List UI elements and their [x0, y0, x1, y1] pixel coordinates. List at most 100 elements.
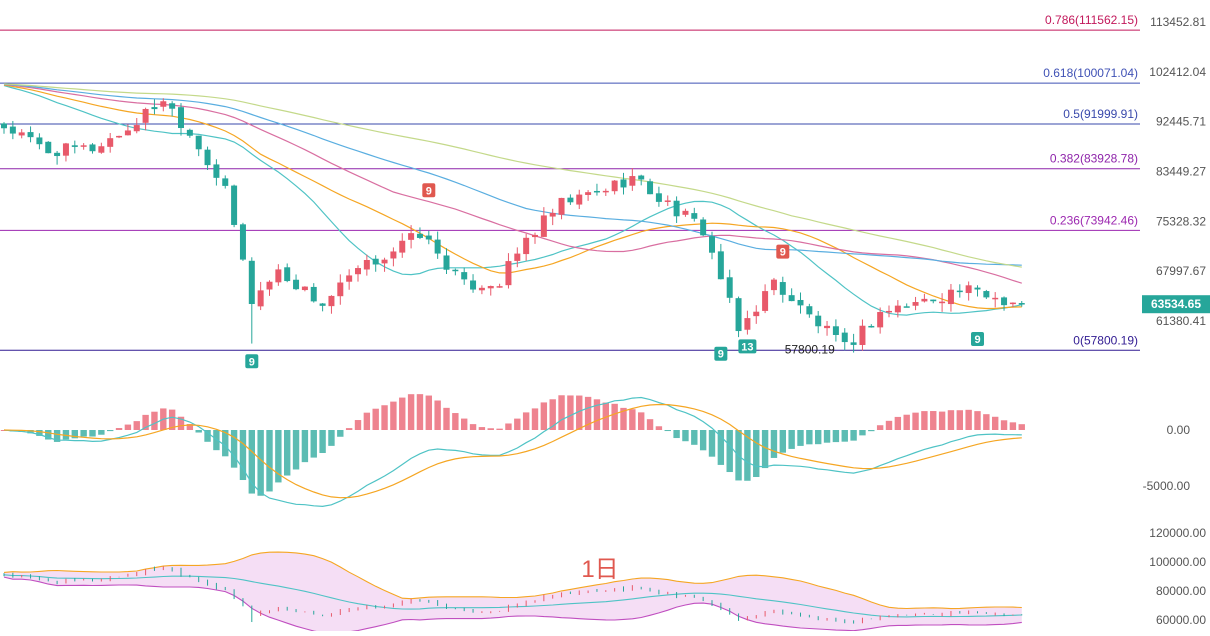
candle-body [434, 239, 441, 254]
macd-histogram-bar [629, 409, 636, 430]
candle-body [620, 179, 627, 188]
macd-histogram-bar [611, 403, 618, 430]
td-marker-label: 9 [718, 349, 724, 361]
macd-histogram-bar [1018, 424, 1025, 430]
candle-body [443, 255, 450, 270]
macd-histogram-bar [708, 430, 716, 457]
macd-histogram-bar [505, 423, 512, 430]
candle-body [186, 129, 193, 136]
candle-body [133, 125, 140, 132]
bollinger-band-fill [4, 552, 1022, 634]
candle-body [824, 325, 831, 329]
macd-histogram-bar [133, 421, 140, 430]
macd-histogram-bar [177, 416, 185, 430]
candle-body [275, 269, 282, 283]
candle-body [903, 306, 910, 308]
macd-histogram-bar [53, 430, 61, 442]
macd-histogram-bar [1009, 422, 1017, 430]
candle-body [204, 149, 211, 166]
macd-histogram-bar [257, 430, 264, 496]
macd-histogram-bar [239, 430, 247, 481]
candle-body [682, 210, 689, 215]
macd-panel: 0.00 -5000.00 [0, 394, 1190, 508]
candle-body [470, 280, 477, 290]
macd-histogram-bar [301, 430, 309, 463]
macd-histogram-bar [699, 430, 707, 451]
price-axis-tick: 92445.71 [1156, 115, 1206, 129]
candle-body [363, 259, 370, 270]
macd-histogram-bar [868, 430, 875, 432]
macd-histogram-bar [646, 419, 654, 430]
candle-body [832, 326, 839, 335]
candle-body [974, 287, 981, 290]
macd-histogram-bar [487, 428, 494, 430]
macd-histogram-bar [832, 430, 840, 443]
macd-histogram-bar [248, 430, 255, 494]
candle-body [664, 200, 671, 202]
macd-histogram-bar [938, 411, 946, 430]
price-axis-tick: 67997.67 [1156, 264, 1206, 278]
macd-histogram-bar [682, 430, 689, 442]
candle-body [54, 152, 61, 157]
macd-histogram-bar [567, 395, 574, 430]
candle-body [151, 107, 158, 110]
macd-histogram-bar [124, 424, 132, 430]
td-marker-label: 9 [974, 334, 980, 346]
macd-histogram-bar [478, 427, 486, 430]
candle-body [178, 107, 184, 129]
candle-body [18, 132, 25, 136]
candle-body [532, 234, 538, 238]
bollinger-axis-tick: 60000.00 [1156, 613, 1206, 627]
fib-label: 0.786(111562.15) [1045, 13, 1138, 27]
price-axis-tick: 113452.81 [1150, 15, 1206, 29]
candle-body [257, 290, 264, 307]
candle-body [806, 306, 813, 315]
candle-body [416, 233, 423, 238]
price-axis-tick: 61380.41 [1156, 314, 1206, 328]
candle-body [452, 269, 459, 272]
candle-body [372, 258, 379, 265]
candle-body [319, 303, 326, 306]
macd-histogram-bar [753, 430, 760, 478]
candle-body [638, 175, 645, 180]
candle-body [894, 305, 901, 313]
macd-histogram-bar [841, 430, 848, 442]
candle-body [346, 275, 353, 282]
td-marker-badge [738, 339, 757, 354]
candle-body [877, 312, 884, 328]
macd-histogram-bar [89, 430, 96, 437]
candle-body [124, 130, 131, 136]
price-axis-tick: 75328.32 [1156, 214, 1206, 228]
ma-line [3, 83, 1022, 284]
macd-histogram-bar [1000, 420, 1008, 430]
macd-histogram-bar [27, 430, 34, 434]
td-markers: 9 9 9 9 13 9 [245, 183, 984, 369]
macd-histogram-bar [859, 430, 866, 436]
candle-body [337, 282, 344, 297]
candle-body [390, 251, 397, 259]
bollinger-mid-line [3, 574, 1022, 618]
macd-histogram-bar [363, 412, 371, 430]
macd-histogram-bar [496, 428, 503, 430]
ma-line [3, 84, 1022, 310]
macd-histogram-bar [98, 430, 105, 435]
macd-histogram-bar [549, 399, 556, 430]
td-marker-badge [714, 346, 728, 361]
macd-histogram-bar [230, 430, 238, 468]
candle-body [1, 123, 7, 129]
current-price-label: 63534.65 [1151, 297, 1201, 311]
macd-histogram-bar [885, 420, 893, 430]
bollinger-axis-tick: 100000.00 [1149, 555, 1206, 569]
candle-body [965, 285, 972, 294]
macd-histogram-bar [222, 430, 229, 457]
candle-body [328, 295, 335, 307]
candle-body [9, 126, 16, 134]
candle-body [222, 178, 229, 186]
macd-histogram-bar [974, 411, 981, 430]
candle-body [231, 185, 238, 225]
macd-histogram-bar [204, 430, 211, 442]
candle-body [992, 297, 999, 300]
macd-histogram-bar [345, 428, 353, 430]
candle-body [98, 146, 105, 153]
